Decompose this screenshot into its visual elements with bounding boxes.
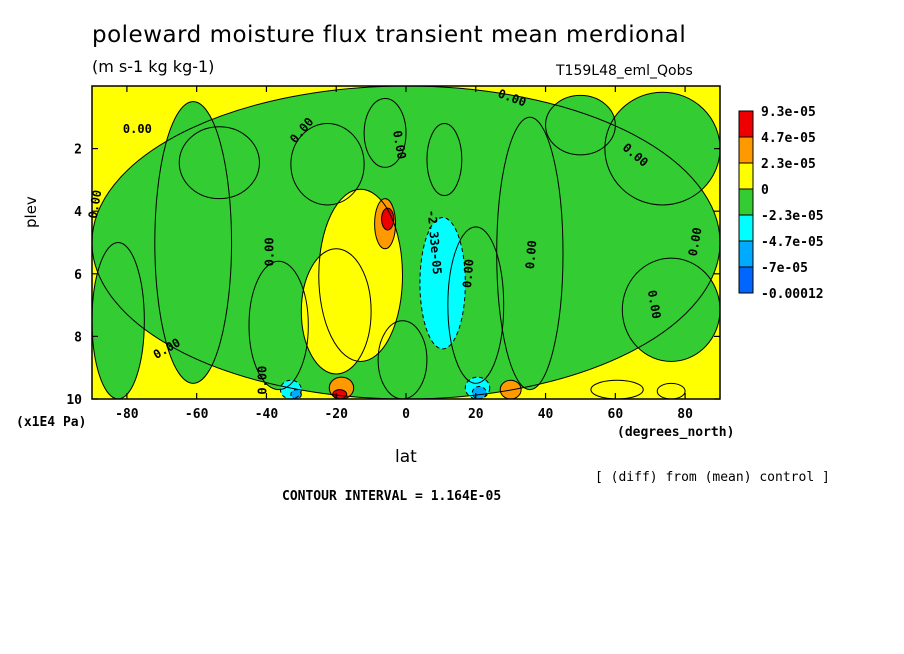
colorbar-label: -2.3e-05	[761, 209, 824, 224]
x-tick-label: -20	[324, 407, 348, 422]
contour-line-3	[248, 260, 309, 391]
y-axis-label: plev	[22, 196, 40, 228]
chart-title: poleward moisture flux transient mean me…	[92, 22, 687, 48]
region-23	[419, 217, 466, 349]
contour-line-15	[300, 248, 372, 375]
contour-line-26	[464, 376, 491, 400]
region-4	[290, 123, 365, 205]
contour-line-5	[363, 98, 407, 168]
colorbar-swatch	[738, 266, 754, 294]
region-17	[381, 208, 394, 230]
contour-label: 0.00	[262, 237, 276, 266]
y-tick-label: 4	[74, 205, 82, 220]
region-5	[364, 98, 407, 168]
region-10	[545, 95, 616, 155]
colorbar-swatch	[738, 188, 754, 216]
x-tick-label: -40	[255, 407, 279, 422]
region-3	[249, 261, 309, 390]
colorbar-label: 9.3e-05	[761, 105, 816, 120]
contour-line-1	[154, 101, 233, 384]
x-tick-label: 20	[468, 407, 484, 422]
colorbar: 9.3e-05 4.7e-05 2.3e-05 0 -2.3e-05 -4.7e-05 -7…	[738, 105, 824, 302]
region-12	[622, 258, 721, 362]
region-7	[426, 123, 462, 196]
x-axis-ticks: -80 -60 -40 -20 0 20 40 60 80	[115, 86, 693, 422]
x-tick-label: -80	[115, 407, 139, 422]
x-tick-label: -60	[185, 407, 209, 422]
y-tick-label: 2	[74, 143, 82, 158]
y-tick-label: 6	[74, 268, 82, 283]
colorbar-label: 0	[761, 183, 769, 198]
colorbar-swatch	[738, 214, 754, 242]
y-tick-label: 8	[74, 330, 82, 345]
contour-line-7	[426, 123, 463, 197]
contour-label: 0.00	[523, 240, 539, 270]
y-axis-ticks: 2 4 6 8 10	[66, 143, 720, 408]
y-axis-unit: (x1E4 Pa)	[16, 415, 87, 430]
x-axis-label: lat	[395, 447, 417, 467]
region-13	[92, 242, 145, 399]
colorbar-label: -7e-05	[761, 261, 808, 276]
x-tick-label: 0	[402, 407, 410, 422]
region-21	[590, 380, 644, 399]
y-tick-label: 10	[66, 393, 82, 408]
x-tick-label: 60	[608, 407, 624, 422]
diff-note: [ (diff) from (mean) control ]	[595, 470, 830, 485]
region-22	[657, 383, 686, 399]
contour-line-14	[318, 188, 404, 362]
region-6	[378, 320, 427, 399]
contour-line-8	[447, 226, 505, 384]
contour-line-9	[496, 116, 564, 391]
contour-interval: CONTOUR INTERVAL = 1.164E-05	[282, 489, 502, 504]
contour-label: 0.00	[645, 289, 664, 320]
contour-label: 0.00	[86, 189, 105, 220]
region-9	[496, 117, 563, 390]
contour-label: 0.00	[255, 366, 269, 395]
experiment-name: T159L48_eml_Qobs	[556, 63, 693, 79]
chart-units: (m s-1 kg kg-1)	[92, 57, 215, 76]
colorbar-label: -4.7e-05	[761, 235, 824, 250]
x-axis-unit: (degrees_north)	[617, 425, 735, 440]
colorbar-swatch	[738, 136, 754, 164]
contour-line-4	[290, 123, 365, 206]
colorbar-swatch	[738, 110, 754, 138]
contour-label: 0.00	[123, 122, 152, 136]
colorbar-label: 2.3e-05	[761, 157, 816, 172]
x-tick-label: 40	[538, 407, 554, 422]
contour-label: -2.33e-05	[425, 209, 445, 275]
colorbar-label: 4.7e-05	[761, 131, 816, 146]
contour-line-17	[381, 207, 395, 231]
contour-line-16	[374, 198, 397, 250]
contour-label: 0.00	[686, 226, 705, 257]
colorbar-swatch	[738, 240, 754, 268]
colorbar-label: -0.00012	[761, 287, 824, 302]
colorbar-swatch	[738, 162, 754, 190]
contour-label: 0.00	[390, 129, 409, 160]
region-2	[179, 126, 260, 199]
contour-line-23	[419, 216, 466, 350]
contour-label: 0.00	[460, 258, 476, 288]
region-25	[290, 389, 302, 399]
contour-line-10	[545, 94, 616, 156]
x-tick-label: 80	[677, 407, 693, 422]
contour-line-2	[178, 126, 260, 200]
